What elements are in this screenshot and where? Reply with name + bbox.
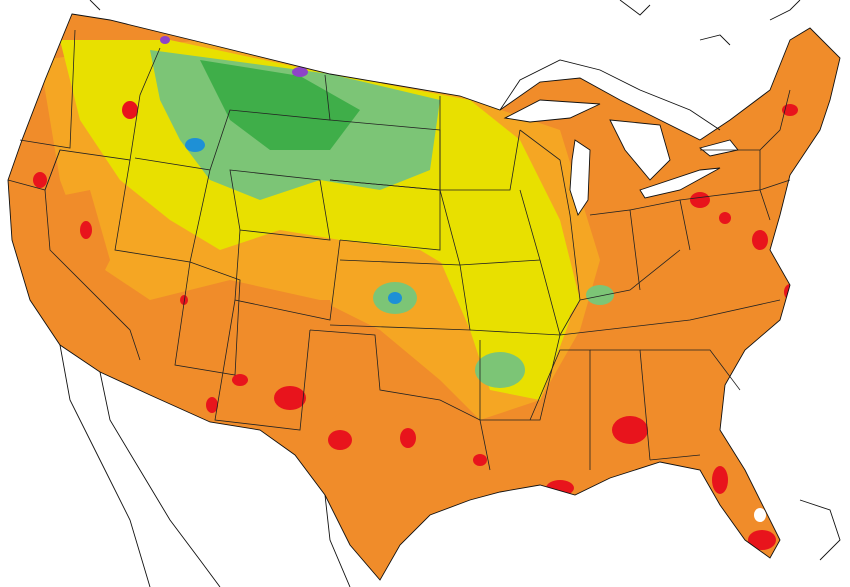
state-line bbox=[479, 334, 561, 421]
state-line bbox=[759, 150, 791, 191]
purple-spot bbox=[160, 36, 170, 44]
lake-superior bbox=[503, 99, 601, 123]
white-spot bbox=[754, 508, 766, 522]
blue-spot bbox=[388, 292, 402, 304]
state-line bbox=[579, 249, 681, 301]
red-spot bbox=[122, 101, 138, 119]
state-line bbox=[519, 129, 581, 336]
great-lakes bbox=[503, 99, 739, 217]
state-line bbox=[19, 29, 76, 149]
state-line bbox=[229, 169, 331, 241]
red-spot bbox=[180, 295, 188, 305]
us-outline bbox=[7, 13, 841, 581]
island bbox=[699, 34, 731, 46]
lake-michigan bbox=[569, 139, 591, 217]
red-spot bbox=[612, 416, 648, 444]
state-line bbox=[7, 47, 161, 191]
red-spot bbox=[274, 386, 306, 410]
state-line bbox=[214, 299, 311, 431]
lake-huron bbox=[609, 119, 671, 181]
yellow-midwest bbox=[440, 170, 570, 400]
red-spot bbox=[719, 212, 731, 224]
orange-west bbox=[40, 190, 110, 320]
bahamas bbox=[799, 499, 841, 561]
canada-coast bbox=[89, 0, 101, 11]
state-line bbox=[439, 96, 521, 191]
red-spot bbox=[473, 454, 487, 466]
canada-coast bbox=[769, 0, 801, 21]
red-spot bbox=[232, 374, 248, 386]
red-spot bbox=[206, 397, 218, 413]
state-line bbox=[44, 149, 141, 361]
red-spot bbox=[328, 430, 352, 450]
neighbor-coastlines bbox=[59, 0, 841, 587]
state-line bbox=[309, 329, 491, 471]
mexico-gulf-coast bbox=[324, 494, 351, 587]
green-dark bbox=[200, 60, 360, 150]
state-line bbox=[329, 179, 441, 251]
baja-coast bbox=[59, 344, 151, 587]
red-spot bbox=[400, 428, 416, 448]
state-line bbox=[439, 189, 541, 266]
orange-southwest bbox=[190, 300, 360, 440]
state-line bbox=[529, 349, 591, 470]
red-spot bbox=[752, 230, 768, 250]
lake-erie bbox=[639, 167, 721, 199]
red-spot bbox=[80, 221, 92, 239]
state-line bbox=[700, 89, 791, 151]
state-line bbox=[649, 454, 701, 461]
state-line bbox=[174, 261, 241, 376]
red-spot bbox=[690, 192, 710, 208]
blue-spot bbox=[185, 138, 205, 152]
mexico-coast bbox=[99, 371, 221, 587]
red-spot bbox=[748, 530, 776, 550]
state-line bbox=[329, 259, 471, 331]
canada-coast bbox=[499, 59, 721, 131]
red-spot bbox=[712, 466, 728, 494]
state-line bbox=[209, 74, 331, 171]
canada-coast bbox=[619, 0, 651, 16]
red-spot bbox=[782, 104, 798, 116]
green-spot bbox=[586, 285, 614, 305]
state-line bbox=[559, 299, 781, 336]
red-spot bbox=[33, 172, 47, 188]
purple-spot bbox=[292, 67, 308, 77]
state-line bbox=[234, 229, 341, 321]
green-spot bbox=[475, 352, 525, 388]
state-boundaries bbox=[7, 29, 791, 471]
